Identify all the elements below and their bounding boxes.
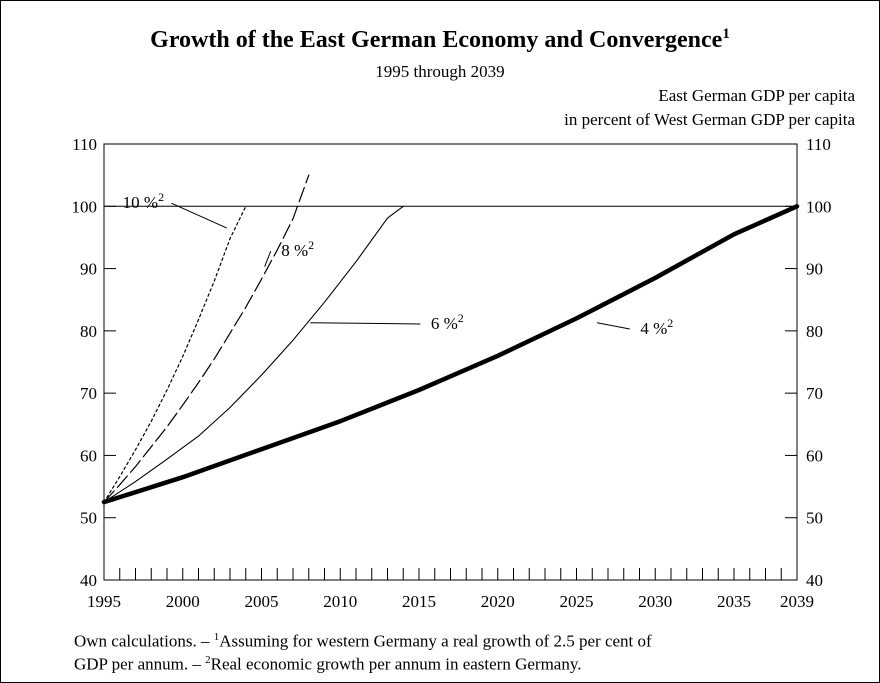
x-tick-label: 2000: [166, 592, 200, 611]
footnote-2b: Real economic growth per annum in easter…: [210, 654, 582, 674]
x-tick-label: 2025: [560, 592, 594, 611]
y-tick-label-right: 110: [806, 135, 831, 154]
series-label-10-percent: 10 %2: [123, 190, 164, 212]
y-tick-label-left: 100: [72, 197, 98, 216]
x-tick-label: 2039: [780, 592, 814, 611]
y-tick-label-left: 60: [80, 446, 97, 465]
y-axis-label-line-2: in percent of West German GDP per capita: [564, 110, 855, 129]
chart-title-footnote-mark: 1: [722, 26, 730, 42]
chart-subtitle: 1995 through 2039: [375, 62, 505, 81]
x-tick-label: 1995: [87, 592, 121, 611]
footnote-1a: Own calculations. –: [74, 631, 214, 651]
x-tick-label: 2015: [402, 592, 436, 611]
y-tick-label-right: 70: [806, 384, 823, 403]
y-tick-label-left: 40: [80, 571, 97, 590]
y-tick-label-left: 90: [80, 260, 97, 279]
y-tick-label-right: 100: [806, 197, 832, 216]
x-tick-label: 2030: [638, 592, 672, 611]
plot-area: [103, 143, 798, 581]
y-tick-label-left: 50: [80, 509, 97, 528]
y-tick-label-right: 80: [806, 322, 823, 341]
series-label-leader-8: [264, 250, 272, 267]
footnote-line-2: GDP per annum. – 2Real economic growth p…: [74, 654, 582, 675]
series-label-leader-4: [596, 322, 630, 330]
x-tick-label: 2010: [323, 592, 357, 611]
series-line-4-percent: [101, 204, 800, 505]
y-axis-label-line-1: East German GDP per capita: [658, 86, 855, 105]
y-tick-label-left: 110: [72, 135, 97, 154]
footnote-1b: Assuming for western Germany a real grow…: [219, 631, 652, 651]
y-tick-label-left: 80: [80, 322, 97, 341]
series-line-10-percent: [103, 205, 247, 503]
y-tick-label-right: 40: [806, 571, 823, 590]
footnote-line-1: Own calculations. – 1Assuming for wester…: [74, 631, 652, 652]
series-label-leader-10: [171, 202, 228, 229]
series-label-leader-6: [310, 322, 421, 325]
footnote-2a: GDP per annum. –: [74, 654, 206, 674]
y-tick-label-right: 60: [806, 446, 823, 465]
series-label-4-percent: 4 %2: [640, 316, 673, 338]
chart-title-text: Growth of the East German Economy and Co…: [150, 27, 723, 53]
series-line-8-percent: [103, 174, 310, 503]
y-tick-label-right: 50: [806, 509, 823, 528]
x-tick-label: 2035: [717, 592, 751, 611]
y-tick-label-right: 90: [806, 260, 823, 279]
series-label-8-percent: 8 %2: [281, 238, 314, 260]
footnote-1-mark: 1: [213, 631, 220, 643]
chart-title: Growth of the East German Economy and Co…: [0, 26, 880, 54]
x-tick-label: 2020: [481, 592, 515, 611]
footnote-2-mark: 2: [205, 654, 211, 666]
y-tick-label-left: 70: [80, 384, 97, 403]
x-tick-label: 2005: [245, 592, 279, 611]
series-line-6-percent: [103, 205, 404, 503]
series-label-6-percent: 6 %2: [431, 311, 464, 333]
